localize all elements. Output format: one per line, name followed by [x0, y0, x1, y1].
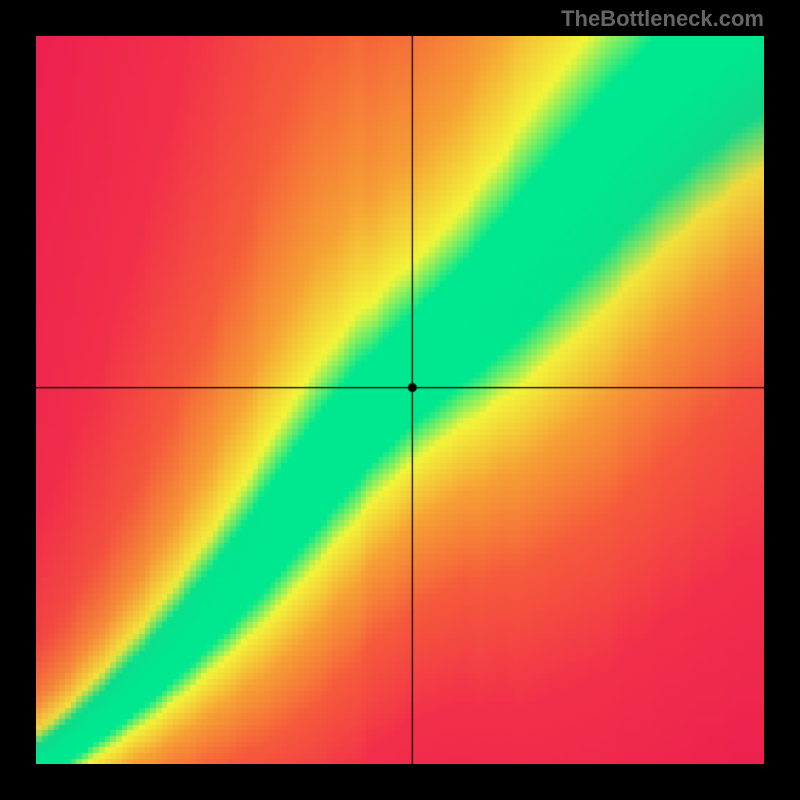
- watermark-text: TheBottleneck.com: [561, 6, 764, 32]
- bottleneck-heatmap: [36, 36, 764, 764]
